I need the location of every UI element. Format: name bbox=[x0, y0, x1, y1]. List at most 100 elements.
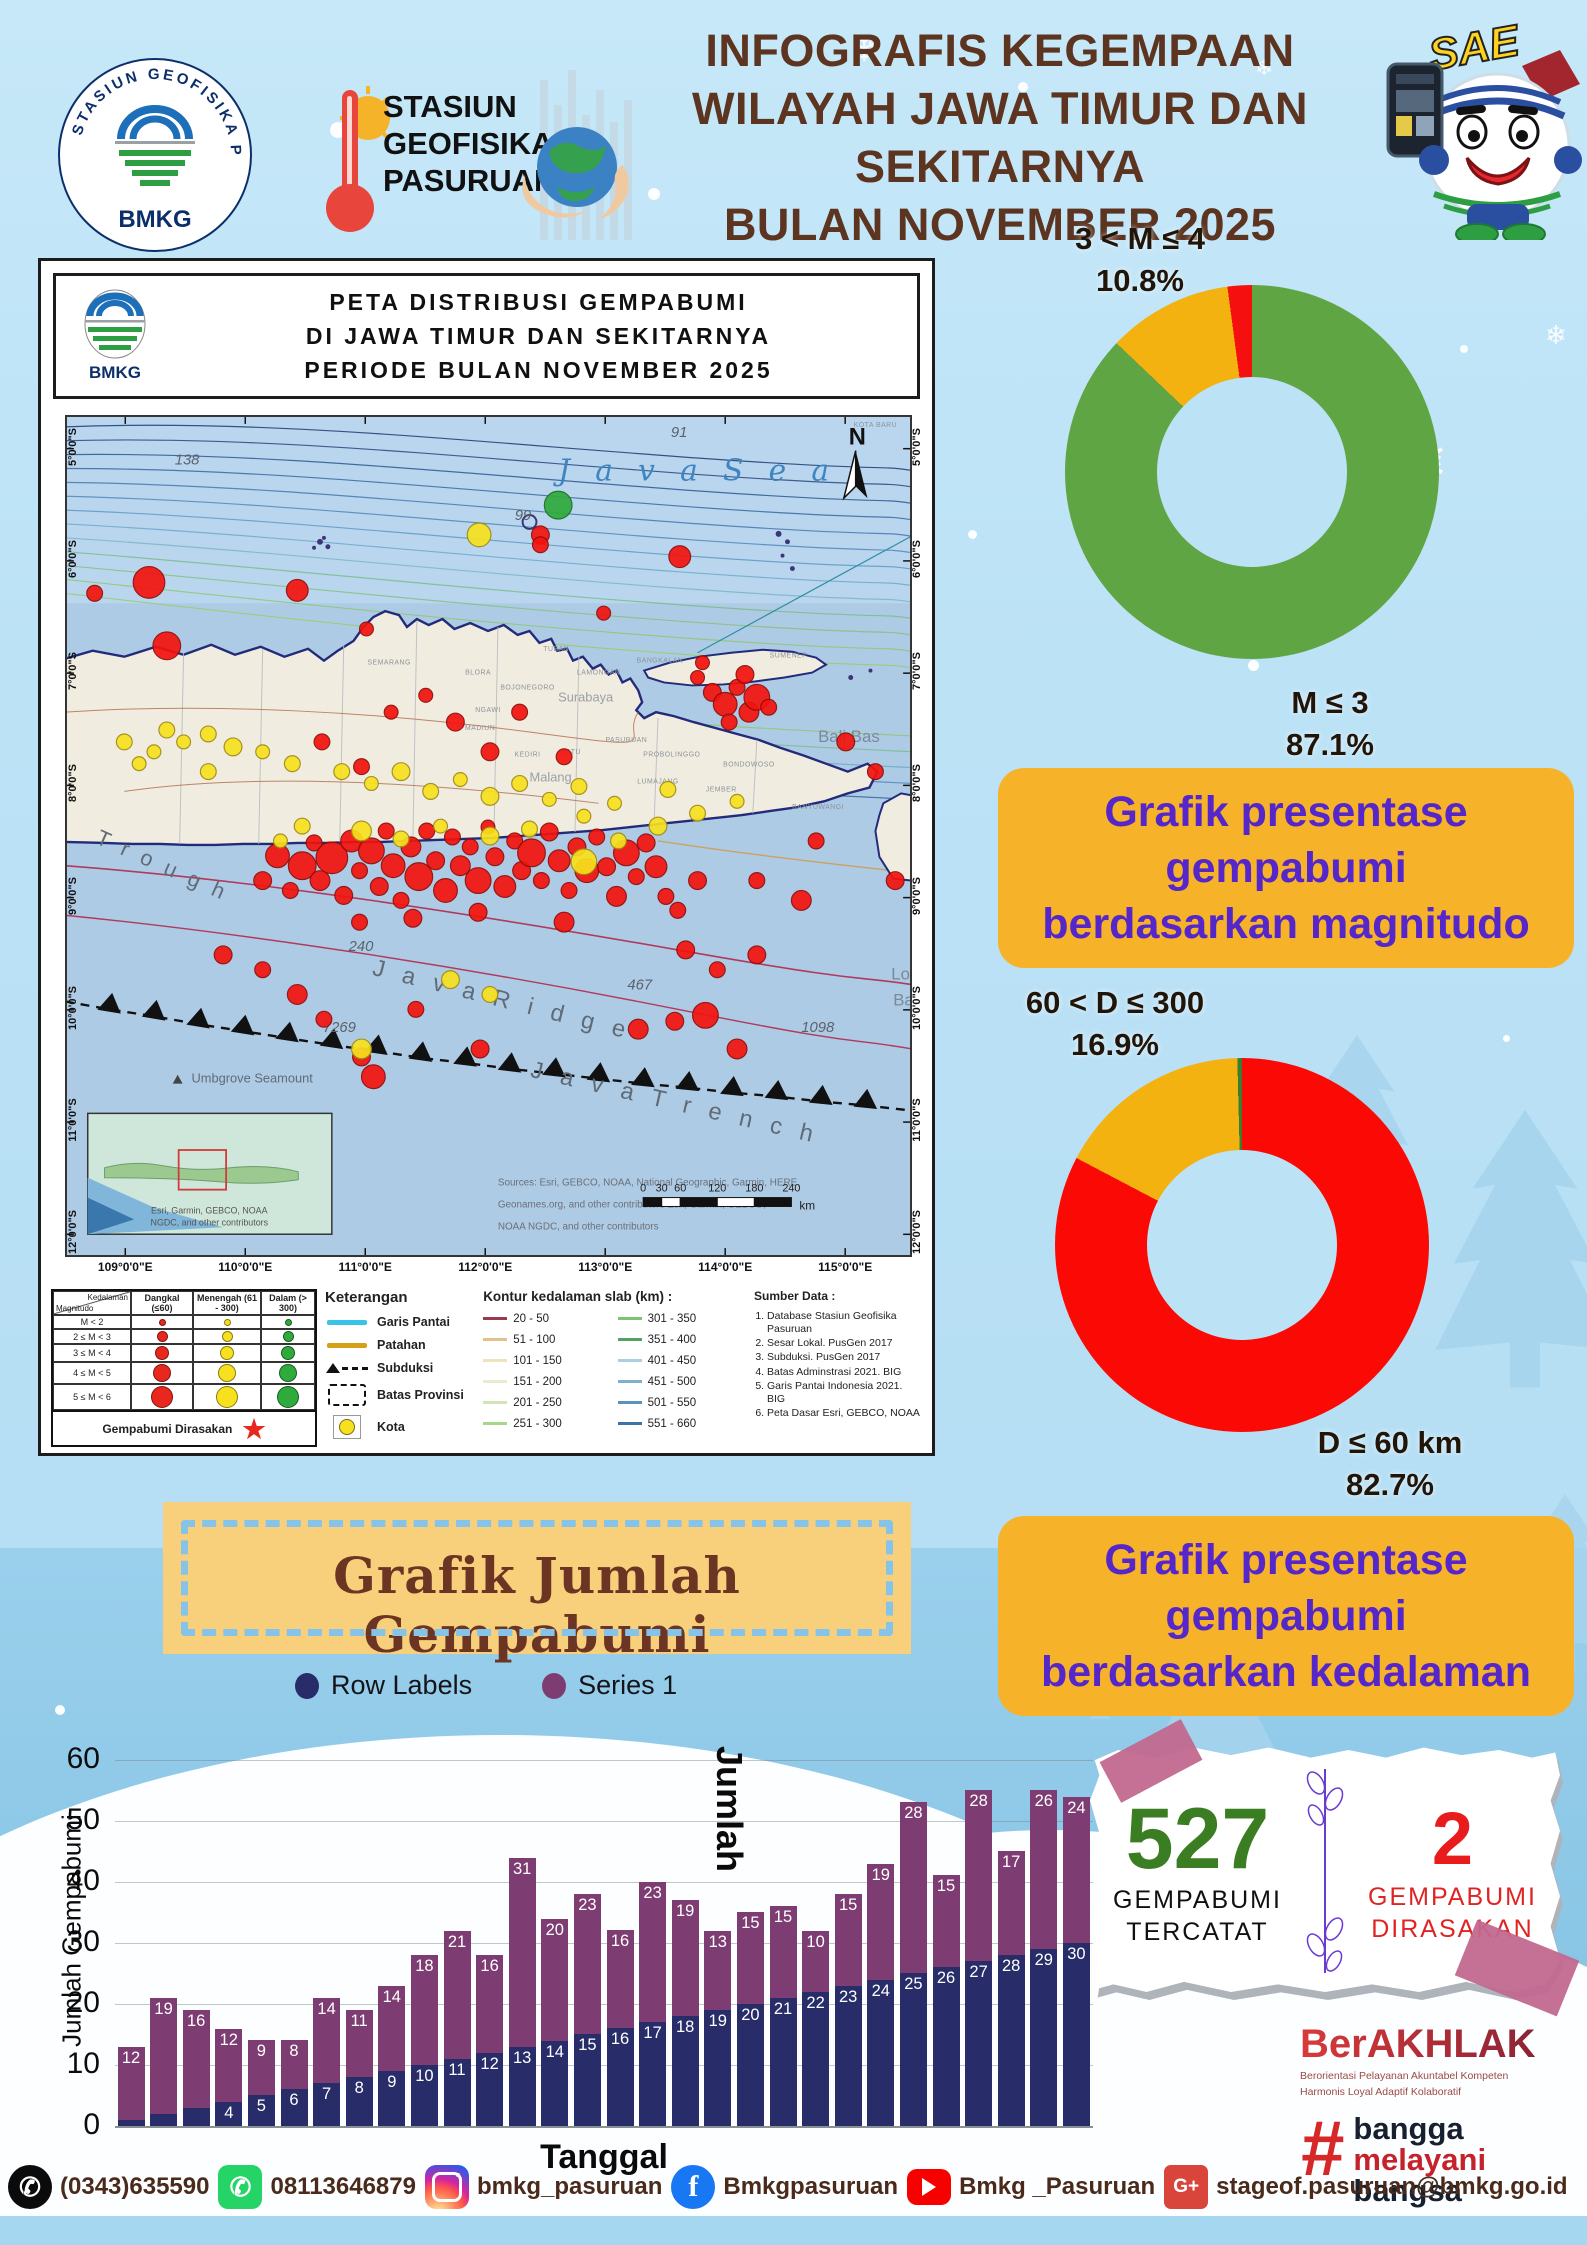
station-line2: GEOFISIKA bbox=[383, 126, 554, 161]
red-epicenter-dot bbox=[726, 1038, 748, 1060]
province-symbol-icon bbox=[325, 1384, 369, 1406]
yellow-epicenter-dot bbox=[609, 832, 627, 850]
red-epicenter-dot bbox=[287, 851, 317, 881]
yellow-epicenter-dot bbox=[283, 755, 301, 773]
yellow-epicenter-dot bbox=[146, 744, 162, 760]
contact-facebook[interactable]: f Bmkgpasuruan bbox=[671, 2165, 898, 2209]
map-sources1: Sources: Esri, GEBCO, NOAA, National Geo… bbox=[498, 1178, 800, 1189]
red-epicenter-dot bbox=[86, 584, 104, 602]
felt-label1: GEMPABUMI bbox=[1368, 1883, 1537, 1911]
bar-day-24: 19 24 bbox=[867, 1864, 895, 2126]
lon-label: 115°0'0"E bbox=[818, 1260, 873, 1274]
red-epicenter-dot bbox=[433, 878, 458, 903]
yellow-epicenter-dot bbox=[392, 830, 410, 848]
red-epicenter-dot bbox=[480, 742, 500, 762]
city-label: NGAWI bbox=[475, 707, 501, 714]
red-epicenter-dot bbox=[531, 536, 549, 554]
contact-instagram[interactable]: bmkg_pasuruan bbox=[424, 2165, 662, 2209]
snow-dot bbox=[365, 1745, 373, 1753]
red-epicenter-dot bbox=[539, 822, 559, 842]
red-epicenter-dot bbox=[885, 871, 905, 891]
yellow-epicenter-dot bbox=[422, 782, 440, 800]
contour-value-label: 91 bbox=[671, 425, 687, 441]
title-line3: BULAN NOVEMBER 2025 bbox=[723, 199, 1277, 250]
red-epicenter-dot bbox=[285, 578, 309, 602]
city-label: BLORA bbox=[465, 670, 491, 677]
bar-day-1: 12 bbox=[117, 2047, 145, 2126]
sumber-item: Peta Dasar Esri, GEBCO, NOAA bbox=[767, 1407, 922, 1420]
red-epicenter-dot bbox=[418, 822, 436, 840]
yellow-epicenter-dot bbox=[481, 985, 499, 1004]
lat-label: 5°0'0"S bbox=[911, 427, 923, 466]
bangga-word: bangga bbox=[1353, 2111, 1464, 2146]
yellow-epicenter-dot bbox=[659, 780, 677, 798]
lat-label: 7°0'0"S bbox=[911, 652, 923, 691]
map-title-box: BMKG PETA DISTRIBUSI GEMPABUMI DI JAWA T… bbox=[53, 273, 920, 399]
berakhlak-sub2: Harmonis Loyal Adaptif Kolaboratif bbox=[1300, 2086, 1462, 2098]
facebook-icon: f bbox=[671, 2165, 716, 2209]
red-epicenter-dot bbox=[690, 669, 706, 686]
lat-label: 9°0'0"S bbox=[67, 876, 79, 915]
legend-series1: Series 1 bbox=[542, 1670, 677, 1701]
red-epicenter-dot bbox=[334, 885, 354, 905]
bmkg-text: BMKG bbox=[89, 363, 141, 382]
snow-dot bbox=[1460, 345, 1468, 353]
yellow-epicenter-dot bbox=[223, 737, 243, 757]
yellow-epicenter-dot bbox=[199, 763, 217, 781]
snow-dot bbox=[1503, 1035, 1510, 1042]
phone-icon: ✆ bbox=[8, 2165, 52, 2209]
contour-value-label: 1098 bbox=[801, 1020, 835, 1036]
contour-value-label: 7269 bbox=[323, 1020, 356, 1036]
red-epicenter-dot bbox=[305, 834, 323, 852]
snow-dot bbox=[1018, 82, 1028, 92]
yellow-epicenter-dot bbox=[115, 733, 133, 751]
lombok-label: Lom bbox=[891, 965, 912, 984]
contact-youtube[interactable]: Bmkg _Pasuruan bbox=[907, 2169, 1155, 2205]
contact-whatsapp[interactable]: ✆ 08113646879 bbox=[218, 2165, 416, 2209]
red-epicenter-dot bbox=[461, 838, 479, 856]
yellow-epicenter-dot bbox=[176, 734, 192, 750]
bmkg-logo-small: BMKG bbox=[84, 289, 146, 382]
red-epicenter-dot bbox=[606, 885, 627, 907]
magnitude-depth-table: Kedalaman Magnitudo Dangkal (≤60) Menengah … bbox=[51, 1289, 317, 1447]
berakhlak-block: BerAKHLAK Berorientasi Pelayanan Akuntab… bbox=[1300, 2022, 1580, 2206]
red-epicenter-dot bbox=[597, 857, 617, 877]
depth-donut-hole bbox=[1147, 1150, 1337, 1340]
bar-day-19: 13 19 bbox=[704, 1931, 732, 2126]
bar-day-17: 23 17 bbox=[639, 1882, 667, 2126]
green-epicenter-dot bbox=[543, 490, 573, 520]
legend-row-labels: Row Labels bbox=[295, 1670, 472, 1701]
red-epicenter-dot bbox=[676, 940, 696, 960]
red-epicenter-dot bbox=[636, 833, 656, 853]
y-tick: 10 bbox=[66, 2047, 100, 2080]
map-sources2: Geonames.org, and other contributors Esr… bbox=[498, 1199, 766, 1210]
bar-day-18: 19 18 bbox=[671, 1900, 699, 2126]
kontur-legend: Kontur kedalaman slab (km) : 20 - 50 51 -… bbox=[483, 1289, 746, 1447]
yellow-epicenter-dot bbox=[272, 833, 288, 849]
map-panel: BMKG PETA DISTRIBUSI GEMPABUMI DI JAWA T… bbox=[38, 258, 935, 1456]
bar-day-23: 15 23 bbox=[834, 1894, 862, 2126]
contact-phone[interactable]: ✆ (0343)635590 bbox=[8, 2165, 209, 2209]
lat-label: 5°0'0"S bbox=[67, 427, 79, 466]
station-line1: STASIUN bbox=[383, 89, 517, 124]
yellow-epicenter-dot bbox=[158, 721, 176, 739]
red-epicenter-dot bbox=[517, 838, 546, 868]
bar-day-28: 17 28 bbox=[997, 1851, 1025, 2126]
red-epicenter-dot bbox=[404, 862, 434, 892]
red-epicenter-dot bbox=[644, 855, 668, 879]
red-epicenter-dot bbox=[443, 828, 461, 846]
contact-gplus[interactable]: G+ stageof.pasuruan@bmkg.go.id bbox=[1164, 2165, 1568, 2209]
city-label: LAMONGAN bbox=[577, 670, 620, 677]
city-label: MADIUN bbox=[465, 725, 495, 732]
lat-label: 6°0'0"S bbox=[911, 539, 923, 578]
red-epicenter-dot bbox=[665, 1011, 685, 1031]
bar-day-2: 19 bbox=[150, 1998, 178, 2126]
red-epicenter-dot bbox=[560, 881, 578, 900]
bar-day-11: 21 11 bbox=[443, 1931, 471, 2126]
lon-label: 112°0'0"E bbox=[458, 1260, 513, 1274]
chart-section-title: Grafik Jumlah Gempabumi bbox=[333, 1546, 741, 1664]
svg-text:0: 0 bbox=[640, 1183, 646, 1195]
red-epicenter-dot bbox=[377, 822, 395, 840]
map-title-line2: DI JAWA TIMUR DAN SEKITARNYA bbox=[305, 323, 772, 349]
